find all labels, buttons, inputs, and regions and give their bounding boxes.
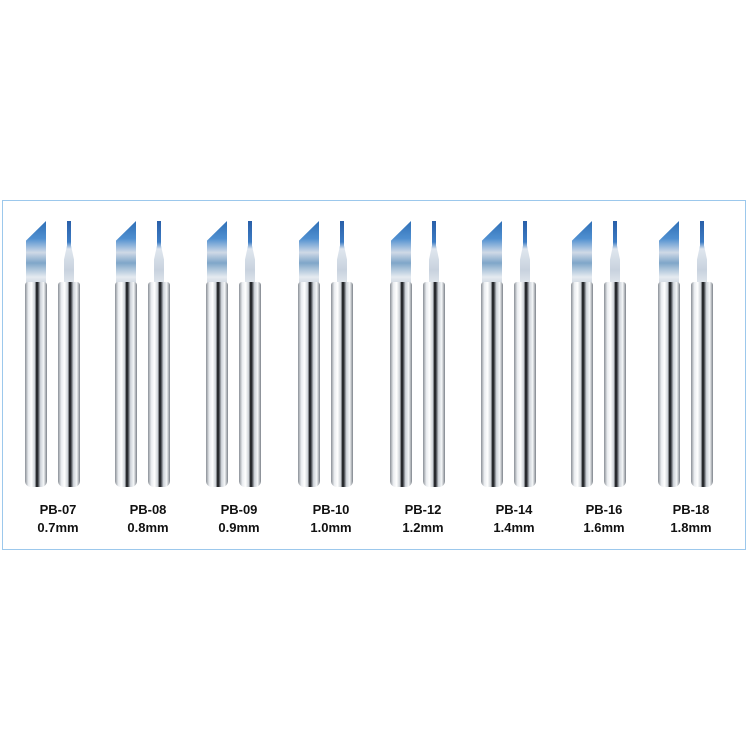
product-group: PB-14 1.4mm [469, 201, 559, 551]
product-group: PB-16 1.6mm [559, 201, 649, 551]
product-size: 0.9mm [218, 520, 260, 535]
engraving-bit-image [390, 221, 412, 487]
engraving-bit-image [423, 221, 445, 487]
product-code: PB-14 [495, 502, 533, 517]
product-size: 1.0mm [310, 520, 352, 535]
product-code: PB-16 [585, 502, 623, 517]
engraving-bit-image [514, 221, 536, 487]
product-frame: PB-07 0.7mm PB-08 0.8mm PB-09 0.9mm PB-10 1.0mm… [2, 200, 746, 550]
engraving-bit-image [148, 221, 170, 487]
engraving-bit-image [239, 221, 261, 487]
product-group: PB-12 1.2mm [378, 201, 468, 551]
product-code: PB-08 [129, 502, 167, 517]
engraving-bit-image [58, 221, 80, 487]
engraving-bit-image [115, 221, 137, 487]
engraving-bit-image [481, 221, 503, 487]
product-group: PB-09 0.9mm [194, 201, 284, 551]
engraving-bit-image [658, 221, 680, 487]
product-group: PB-07 0.7mm [13, 201, 103, 551]
engraving-bit-image [331, 221, 353, 487]
product-size: 1.2mm [402, 520, 444, 535]
product-group: PB-10 1.0mm [286, 201, 376, 551]
product-size: 1.8mm [670, 520, 712, 535]
engraving-bit-image [206, 221, 228, 487]
engraving-bit-image [691, 221, 713, 487]
product-size: 1.4mm [493, 520, 535, 535]
engraving-bit-image [604, 221, 626, 487]
product-code: PB-18 [672, 502, 710, 517]
product-code: PB-09 [220, 502, 258, 517]
engraving-bit-image [571, 221, 593, 487]
product-group: PB-08 0.8mm [103, 201, 193, 551]
product-size: 0.7mm [37, 520, 79, 535]
product-size: 0.8mm [127, 520, 169, 535]
product-group: PB-18 1.8mm [646, 201, 736, 551]
product-size: 1.6mm [583, 520, 625, 535]
product-code: PB-12 [404, 502, 442, 517]
engraving-bit-image [298, 221, 320, 487]
engraving-bit-image [25, 221, 47, 487]
product-code: PB-07 [39, 502, 77, 517]
product-code: PB-10 [312, 502, 350, 517]
